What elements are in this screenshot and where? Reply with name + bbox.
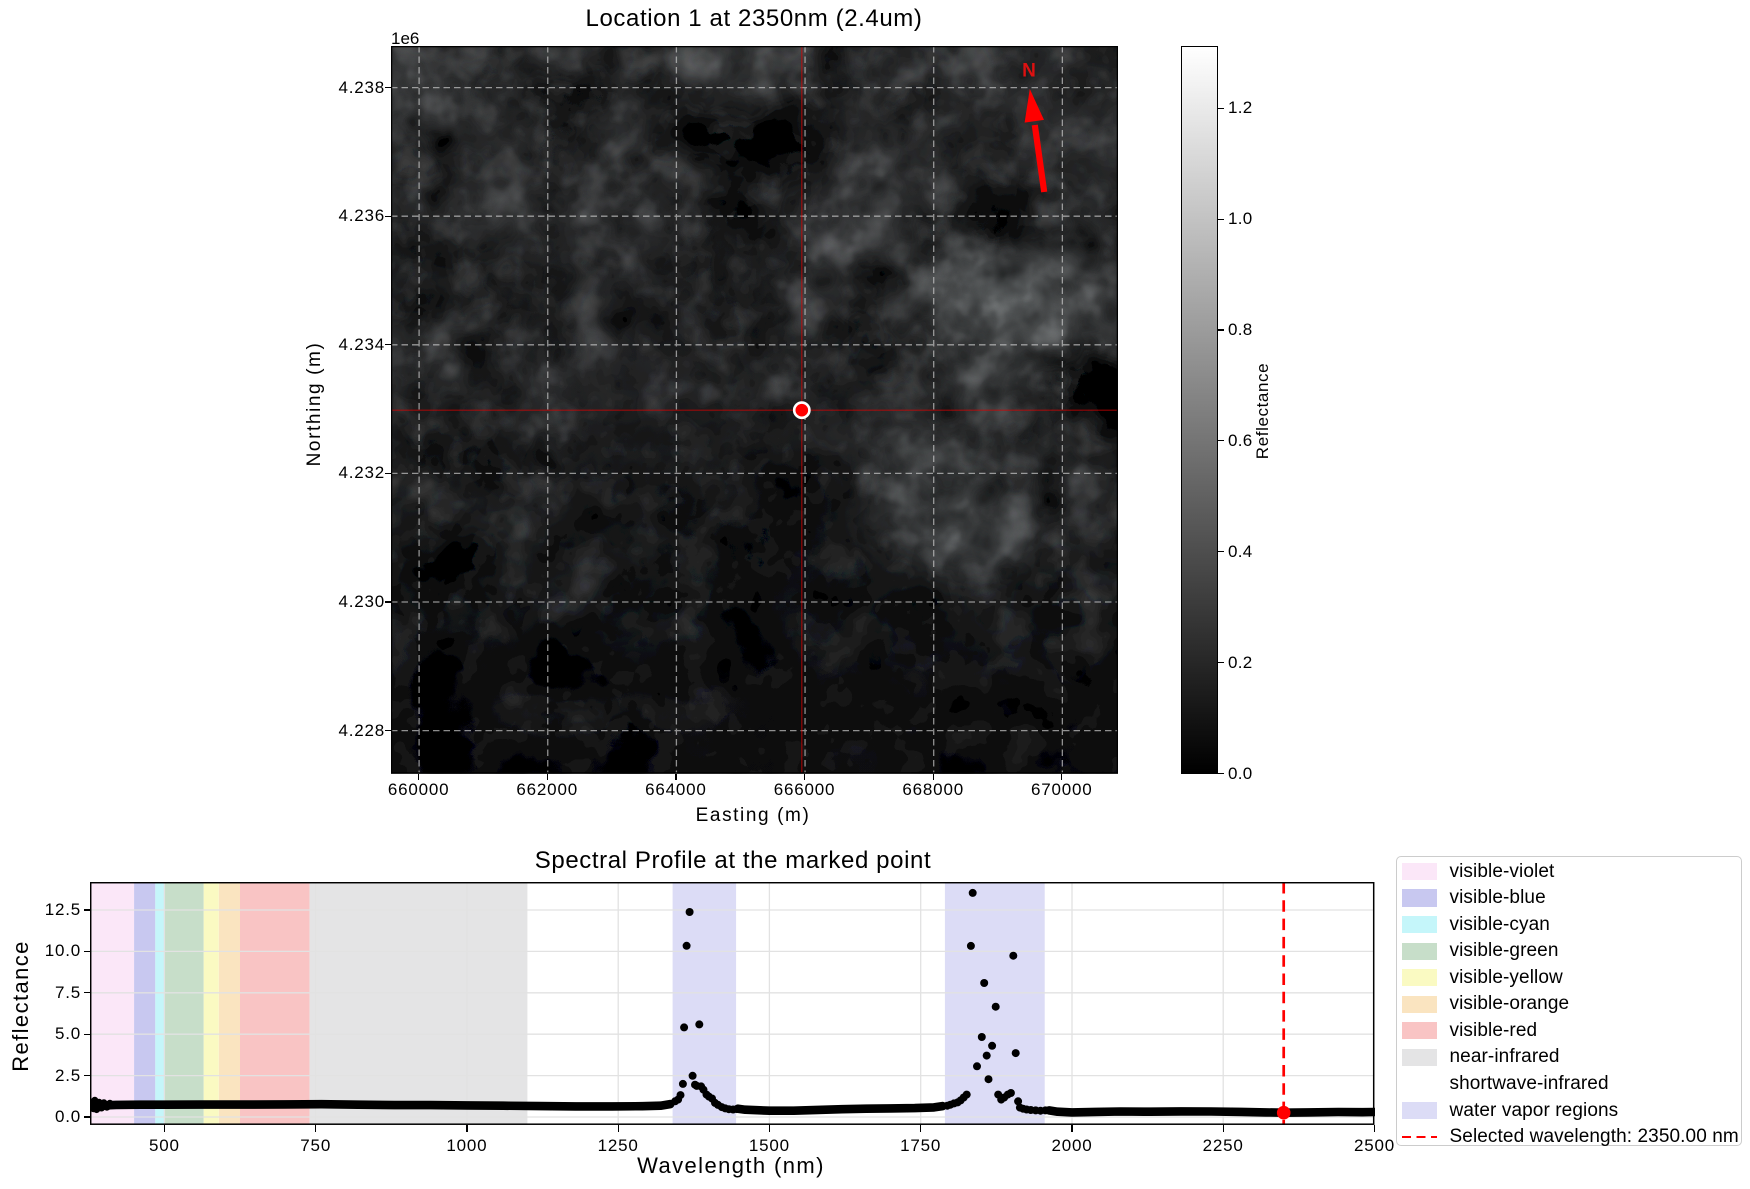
svg-text:N: N xyxy=(1022,61,1036,82)
